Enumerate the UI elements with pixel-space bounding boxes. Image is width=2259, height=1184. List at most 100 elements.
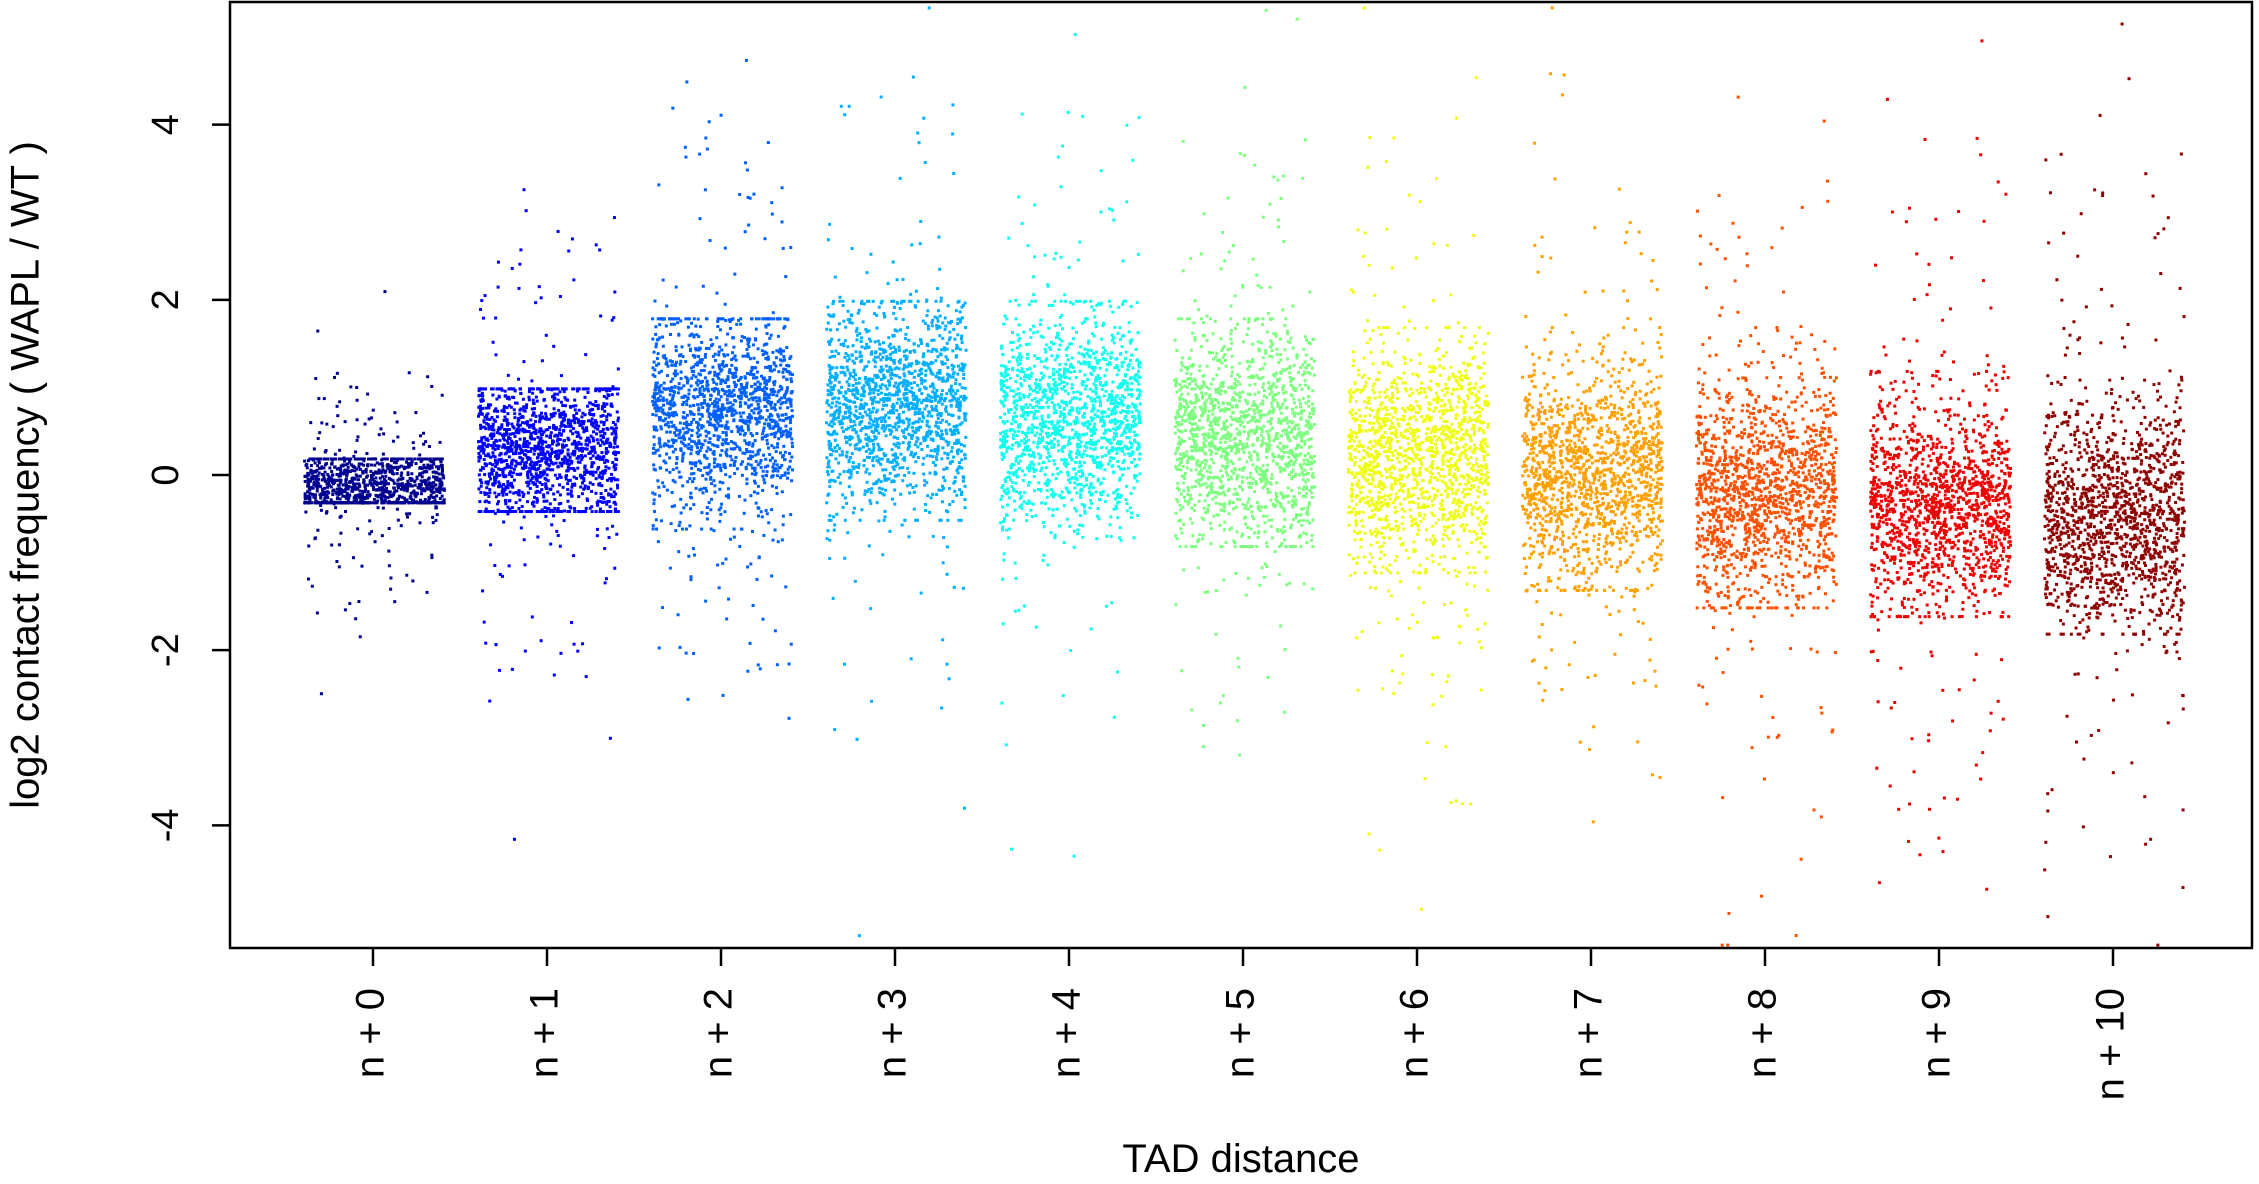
- data-point: [399, 457, 403, 461]
- data-point: [385, 464, 389, 468]
- data-point: [781, 370, 785, 374]
- data-point: [538, 490, 542, 494]
- data-point: [318, 431, 322, 435]
- data-point: [790, 468, 794, 472]
- data-point: [580, 415, 584, 419]
- data-point: [375, 501, 379, 505]
- data-point: [713, 444, 717, 448]
- data-point: [519, 456, 523, 460]
- data-point: [786, 467, 790, 471]
- data-point: [920, 392, 924, 396]
- data-point: [394, 461, 398, 465]
- data-point: [610, 393, 614, 397]
- data-point: [719, 410, 723, 414]
- data-point: [761, 617, 765, 621]
- data-point: [760, 436, 764, 440]
- data-point: [682, 422, 686, 426]
- data-point: [686, 423, 690, 427]
- data-point: [554, 387, 558, 391]
- data-point: [608, 477, 612, 481]
- data-point: [783, 471, 787, 475]
- data-point: [494, 478, 498, 482]
- data-point: [539, 296, 543, 300]
- data-point: [770, 456, 774, 460]
- data-point: [896, 473, 900, 477]
- data-point: [901, 457, 905, 461]
- data-point: [740, 386, 744, 390]
- data-point: [696, 435, 700, 439]
- data-point: [723, 510, 727, 514]
- data-point: [658, 418, 662, 422]
- data-point: [887, 336, 891, 340]
- data-point: [757, 396, 761, 400]
- data-point: [931, 438, 935, 442]
- data-point: [532, 407, 536, 411]
- data-point: [729, 454, 733, 458]
- data-point: [956, 322, 960, 326]
- data-point: [854, 381, 858, 385]
- data-point: [768, 418, 772, 422]
- data-point: [436, 467, 440, 471]
- data-point: [544, 482, 548, 486]
- data-point: [493, 458, 497, 462]
- data-point: [874, 426, 878, 430]
- data-point: [539, 639, 543, 643]
- data-point: [692, 417, 696, 421]
- data-point: [379, 471, 383, 475]
- data-point: [518, 498, 522, 502]
- data-point: [774, 467, 778, 471]
- data-point: [677, 317, 681, 321]
- data-point: [323, 479, 327, 483]
- data-point: [927, 425, 931, 429]
- data-point: [614, 492, 618, 496]
- data-point: [381, 468, 385, 472]
- data-point: [716, 445, 720, 449]
- data-point: [783, 325, 787, 329]
- data-point: [941, 446, 945, 450]
- data-point: [957, 465, 961, 469]
- data-point: [676, 386, 680, 390]
- data-point: [579, 454, 583, 458]
- data-point: [605, 527, 609, 531]
- data-point: [684, 423, 688, 427]
- data-point: [592, 430, 596, 434]
- data-point: [844, 454, 848, 458]
- data-point: [889, 373, 893, 377]
- data-point: [487, 472, 491, 476]
- data-point: [326, 473, 330, 477]
- data-point: [540, 471, 544, 475]
- data-point: [343, 459, 347, 463]
- data-point: [595, 424, 599, 428]
- data-point: [483, 425, 487, 429]
- data-point: [662, 485, 666, 489]
- data-point: [487, 480, 491, 484]
- data-point: [500, 409, 504, 413]
- data-point: [737, 428, 741, 432]
- data-point: [516, 419, 520, 423]
- data-point: [651, 451, 655, 455]
- data-point: [751, 373, 755, 377]
- data-point: [751, 450, 755, 454]
- data-point: [930, 414, 934, 418]
- data-point: [552, 440, 556, 444]
- data-point: [665, 398, 669, 402]
- data-point: [311, 492, 315, 496]
- data-point: [541, 449, 545, 453]
- data-point: [591, 436, 595, 440]
- data-point: [518, 437, 522, 441]
- data-point: [477, 414, 481, 418]
- data-point: [921, 362, 925, 366]
- data-point: [771, 393, 775, 397]
- data-point: [698, 152, 702, 156]
- data-point: [789, 431, 793, 435]
- data-point: [854, 373, 858, 377]
- data-point: [501, 459, 505, 463]
- data-point: [368, 519, 372, 523]
- data-point: [309, 421, 313, 425]
- data-point: [863, 365, 867, 369]
- data-point: [922, 398, 926, 402]
- data-point: [530, 466, 534, 470]
- data-point: [868, 388, 872, 392]
- data-point: [312, 447, 316, 451]
- data-point: [513, 434, 517, 438]
